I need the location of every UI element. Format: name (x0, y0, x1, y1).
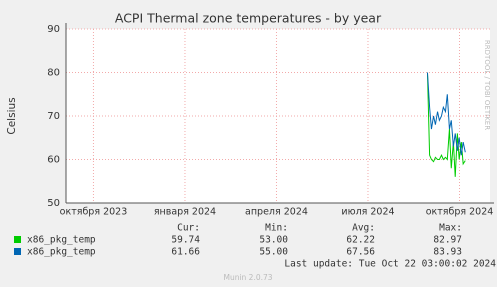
x-tick-label: июля 2024 (341, 207, 394, 218)
legend-stat: 82.97 (433, 235, 462, 246)
legend-stat: 55.00 (259, 247, 288, 258)
legend-stat: 61.66 (171, 247, 200, 258)
x-tick-label: октября 2023 (60, 207, 128, 218)
plot-area (66, 29, 490, 203)
chart-title: ACPI Thermal zone temperatures - by year (115, 11, 382, 26)
x-tick-label: апреля 2024 (245, 207, 308, 218)
legend-header: Avg: (352, 223, 375, 234)
y-axis-label: Celsius (6, 97, 18, 134)
legend-stat: 67.56 (346, 247, 375, 258)
legend-label: x86_pkg_temp (27, 247, 96, 258)
y-tick-label: 70 (47, 111, 60, 122)
x-tick-label: октября 2024 (426, 207, 494, 218)
legend-header: Max: (439, 223, 462, 234)
series-line (426, 72, 466, 156)
y-tick-label: 60 (47, 155, 60, 166)
y-tick-label: 90 (47, 24, 60, 35)
legend-swatch (14, 248, 21, 255)
last-update: Last update: Tue Oct 22 03:00:02 2024 (284, 259, 496, 270)
legend-stat: 83.93 (433, 247, 462, 258)
legend-stat: 59.74 (171, 235, 200, 246)
legend-stat: 53.00 (259, 235, 288, 246)
y-tick-label: 80 (47, 68, 60, 79)
x-tick-label: января 2024 (154, 207, 216, 218)
y-tick-label: 50 (47, 198, 60, 209)
watermark: RRDTOOL / TOBI OETIKER (483, 40, 491, 130)
legend-label: x86_pkg_temp (27, 235, 96, 246)
legend-header: Cur: (177, 223, 200, 234)
legend-stat: 62.22 (346, 235, 375, 246)
series-line (426, 72, 466, 177)
legend-header: Min: (265, 223, 288, 234)
legend-swatch (14, 236, 21, 243)
footer: Munin 2.0.73 (223, 273, 272, 282)
